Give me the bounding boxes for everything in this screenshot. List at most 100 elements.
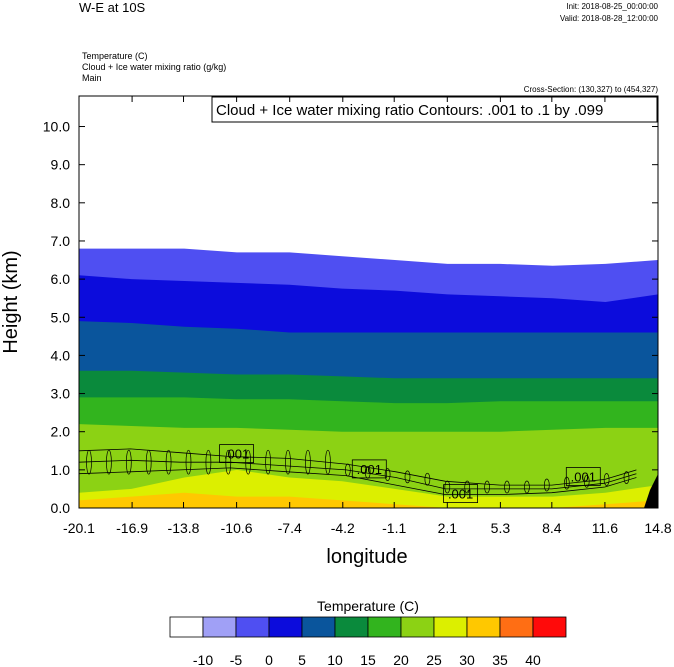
x-tick-label: -16.9 [116,520,148,536]
plot-area: .001 .001 .001 .001 [79,96,658,508]
contour-label: .001 [448,487,473,502]
colorbar-swatch [532,616,567,638]
chart-title: W-E at 10S [79,0,146,15]
cloud-contour-cell [603,473,610,486]
cloud-contour-cell [464,480,471,494]
y-axis-label: Height (km) [0,250,22,353]
cloud-contour-cell [106,449,112,475]
x-tick-label: -20.1 [63,520,95,536]
cloud-contour-cell [125,449,132,475]
cloud-contour-line [79,459,637,490]
field-label-main: Main [82,73,102,83]
colorbar-level-label: -10 [193,652,213,667]
temperature-bands [79,248,658,508]
contour-label-box [351,459,387,479]
cloud-contour-cell [265,449,271,475]
y-tick-label: 7.0 [51,233,71,249]
cloud-contour-cell [444,480,451,494]
cloud-contour-cell [504,480,510,494]
colorbar-swatch [334,616,369,638]
cloud-contour-line [79,448,637,486]
colorbar-level-label: 25 [426,652,442,667]
cloud-contour-cell [484,480,490,494]
cloud-contour-cell [325,449,331,475]
colorbar-level-label: 20 [393,652,409,667]
colorbar-swatch [235,616,270,638]
contour-label: .001 [571,470,596,485]
cloud-contour-cell [344,463,351,477]
colorbar-swatch [499,616,534,638]
colorbar-level-label: -5 [230,652,243,667]
x-tick-label: -10.6 [221,520,253,536]
cloud-contour-cell [185,449,192,475]
cloud-contour-cell [285,449,291,475]
valid-time: Valid: 2018-08-28_12:00:00 [560,14,659,23]
y-axis: 0.0 1.0 2.0 3.0 4.0 5.0 6.0 7.0 8.0 9.0 10.0 [43,119,658,516]
y-tick-label: 0.0 [51,500,71,516]
y-tick-label: 6.0 [51,271,71,287]
plot-frame [78,95,659,509]
cloud-contour-cell [583,474,590,488]
x-tick-label: -13.8 [168,520,200,536]
x-tick-label: 2.1 [438,520,458,536]
y-tick-label: 3.0 [51,386,71,402]
colorbar-swatch [268,616,303,638]
colorbar-level-label: 40 [525,652,541,667]
x-tick-label: -1.1 [382,520,406,536]
y-tick-label: 5.0 [51,309,71,325]
colorbar-level-label: 0 [265,652,273,667]
colorbar-swatch [433,616,468,638]
colorbar-level-label: 10 [327,652,343,667]
cloud-contour-cell [384,468,391,481]
x-tick-label: 8.4 [542,520,562,536]
cloud-contour-cell [623,471,630,484]
colorbar-level-label: 5 [298,652,306,667]
y-tick-label: 9.0 [51,157,71,173]
colorbar-level-label: 30 [459,652,475,667]
cloud-contour-cell [543,478,550,492]
x-tick-label: -4.2 [331,520,355,536]
contour-label-box [443,484,479,504]
contour-label: .001 [357,462,382,477]
cloud-contour-cell [165,449,172,475]
cloud-contour-cell [305,449,311,475]
x-tick-label: 14.8 [644,520,671,536]
field-label-temperature: Temperature (C) [82,51,148,61]
cloud-contour-cell [424,472,431,486]
x-axis: -20.1 -16.9 -13.8 -10.6 -7.4 -4.2 -1.1 2.1 5.3 8.… [63,96,672,536]
colorbar-swatch [367,616,402,638]
field-label-cloud: Cloud + Ice water mixing ratio (g/kg) [82,62,226,72]
colorbar-swatch [400,616,435,638]
temperature-band [79,492,658,508]
cloud-contour-cell [404,470,411,484]
cloud-contour-line [79,467,637,495]
cloud-contours: .001 .001 .001 .001 [79,444,637,504]
colorbar-level-label: 35 [492,652,508,667]
x-axis-label: longitude [326,546,407,568]
cloud-contour-cell [145,449,152,475]
colorbar-title: Temperature (C) [317,598,419,614]
cloud-contour-cell [524,480,530,494]
contour-label-box [565,467,601,486]
y-tick-label: 8.0 [51,195,71,211]
colorbar-swatch [466,616,501,638]
cloud-contour-cell [563,476,570,490]
terrain-mask [644,474,658,508]
colorbar: -10 -5 0 5 10 15 20 25 30 35 40 [169,616,567,667]
init-time: Init: 2018-08-25_00:00:00 [566,2,658,11]
colorbar-swatch [169,616,204,638]
y-tick-label: 1.0 [51,462,71,478]
colorbar-level-label: 15 [360,652,376,667]
contour-label: .001 [224,447,249,462]
x-tick-label: 11.6 [592,520,618,536]
cross-section-label: Cross-Section: (130,327) to (454,327) [524,85,659,94]
x-tick-label: -7.4 [278,520,302,536]
cloud-contour-cell [205,449,212,475]
y-tick-label: 2.0 [51,424,71,440]
colorbar-swatch [301,616,336,638]
x-tick-label: 5.3 [491,520,511,536]
y-tick-label: 10.0 [43,119,70,135]
cloud-contour-cell [86,449,92,475]
y-tick-label: 4.0 [51,347,71,363]
